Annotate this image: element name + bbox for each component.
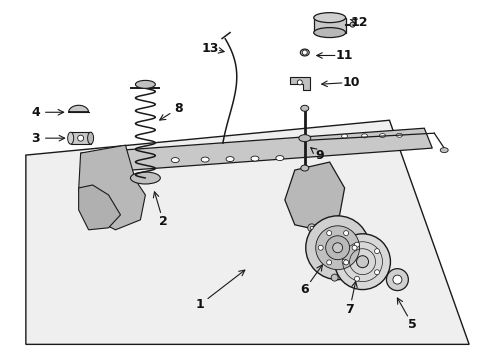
Text: 7: 7 [345,303,354,316]
Circle shape [77,135,84,141]
Text: 5: 5 [408,318,416,331]
Circle shape [343,231,348,235]
Ellipse shape [379,134,386,138]
Ellipse shape [68,132,74,144]
Circle shape [308,224,316,232]
Ellipse shape [130,172,160,184]
Circle shape [357,256,368,268]
Circle shape [374,249,380,254]
Circle shape [335,234,391,289]
Text: 6: 6 [300,283,309,296]
Text: 10: 10 [343,76,360,89]
Text: 12: 12 [351,16,368,29]
Ellipse shape [301,165,309,171]
Circle shape [354,276,360,281]
Polygon shape [26,120,469,345]
Text: 9: 9 [316,149,324,162]
Circle shape [342,259,347,264]
Ellipse shape [172,158,179,163]
Polygon shape [81,128,432,173]
Circle shape [343,260,348,265]
Ellipse shape [135,80,155,88]
Polygon shape [69,105,89,112]
Text: 11: 11 [336,49,353,62]
Ellipse shape [251,156,259,161]
Circle shape [387,269,408,291]
Ellipse shape [276,156,284,161]
Circle shape [374,270,380,275]
Text: 3: 3 [31,132,40,145]
Ellipse shape [362,134,368,138]
Ellipse shape [342,134,347,138]
Ellipse shape [299,135,311,141]
Circle shape [352,245,357,250]
Ellipse shape [350,22,355,27]
Circle shape [306,216,369,280]
Circle shape [310,226,313,229]
Ellipse shape [314,28,345,37]
Polygon shape [314,18,345,32]
Circle shape [297,80,302,85]
Text: 4: 4 [31,106,40,119]
Ellipse shape [201,157,209,162]
Circle shape [327,260,332,265]
Circle shape [316,226,360,270]
Circle shape [318,245,323,250]
Ellipse shape [88,132,94,144]
Text: 2: 2 [159,215,168,228]
Ellipse shape [300,49,309,56]
Circle shape [393,275,402,284]
Polygon shape [78,145,146,230]
Ellipse shape [396,133,402,137]
Circle shape [327,231,332,235]
Circle shape [331,274,338,281]
Circle shape [326,236,349,260]
Text: 1: 1 [196,298,204,311]
Circle shape [302,50,307,55]
Text: 13: 13 [201,42,219,55]
Ellipse shape [301,105,309,111]
Polygon shape [71,132,91,144]
Polygon shape [290,77,310,90]
Ellipse shape [226,157,234,162]
Text: 8: 8 [174,102,183,115]
Circle shape [354,242,360,247]
Polygon shape [78,185,121,230]
Ellipse shape [314,13,345,23]
Circle shape [333,243,343,253]
Polygon shape [285,162,344,230]
Ellipse shape [440,148,448,153]
